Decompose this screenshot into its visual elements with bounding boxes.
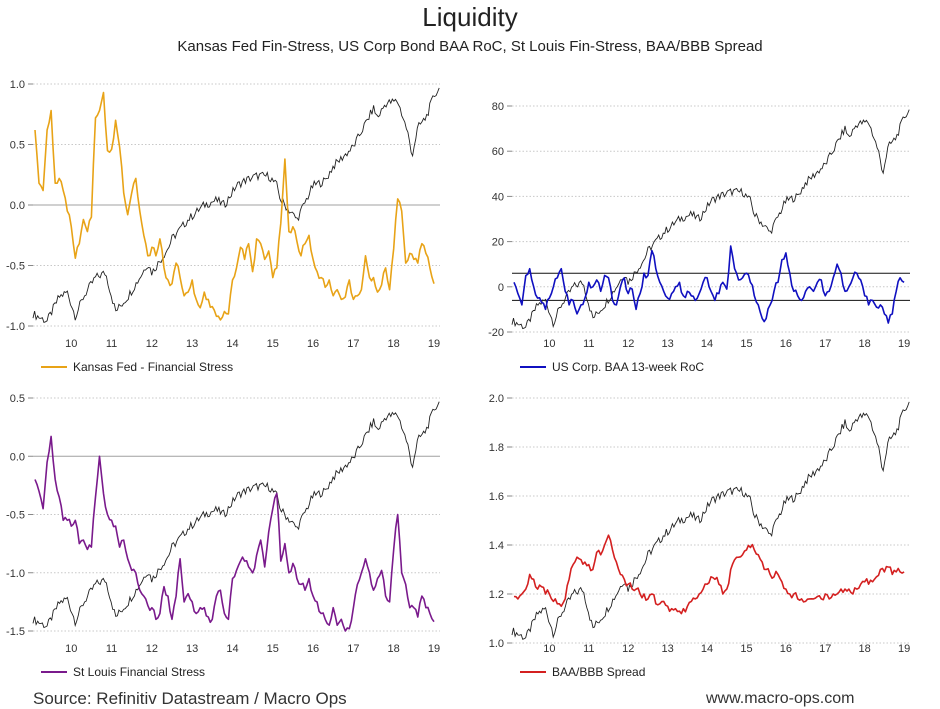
x-tick-label: 15: [740, 643, 752, 655]
legend-label: BAA/BBB Spread: [552, 665, 645, 679]
y-tick-label: 2.0: [489, 393, 504, 405]
x-tick-label: 14: [701, 643, 713, 655]
legend-label: St Louis Financial Stress: [73, 665, 205, 679]
x-tick-label: 11: [583, 643, 594, 655]
x-tick-label: 17: [347, 338, 359, 350]
y-tick-label: 1.0: [10, 79, 25, 91]
series-line-stlouis: [34, 435, 435, 632]
x-tick-label: 13: [662, 338, 674, 350]
y-tick-label: -1.5: [6, 626, 25, 638]
source-note: Source: Refinitiv Datastream / Macro Ops: [33, 689, 347, 708]
y-tick-label: 0.5: [10, 393, 25, 405]
panel-kansas-fed-stress: 1.0 0.5 0.0 -0.5 -1.0 10 11 12 13 14 15 16 17 18 19 Kan…: [6, 79, 440, 374]
x-tick-label: 10: [65, 643, 77, 655]
chart-title: Liquidity: [422, 2, 518, 32]
x-tick-label: 18: [859, 643, 871, 655]
x-tick-label: 17: [347, 643, 359, 655]
y-tick-label: 0.5: [10, 140, 25, 152]
y-tick-label: -1.0: [6, 321, 25, 333]
x-tick-label: 15: [267, 643, 279, 655]
chart-subtitle: Kansas Fed Fin-Stress, US Corp Bond BAA …: [177, 38, 763, 55]
x-tick-label: 16: [780, 338, 792, 350]
x-tick-label: 10: [65, 338, 77, 350]
y-tick-label: 80: [492, 101, 504, 113]
y-tick-label: -0.5: [6, 510, 25, 522]
x-tick-label: 14: [226, 643, 238, 655]
x-tick-label: 12: [622, 338, 634, 350]
y-tick-label: -1.0: [6, 568, 25, 580]
x-tick-label: 12: [146, 338, 158, 350]
x-tick-label: 19: [898, 338, 910, 350]
y-tick-label: 1.4: [489, 540, 504, 552]
y-tick-label: 40: [492, 191, 504, 203]
benchmark-line: [32, 401, 440, 629]
x-tick-label: 12: [622, 643, 634, 655]
series-line-baa_roc: [513, 245, 905, 324]
x-tick-label: 18: [388, 643, 400, 655]
panel-baa-roc: 80 60 40 20 0 -20 10 11 12 13 14 15 16 17 18 19 US Corp.…: [488, 101, 910, 374]
y-tick-label: 0: [498, 282, 504, 294]
y-tick-label: 1.6: [489, 491, 504, 503]
x-tick-label: 12: [146, 643, 158, 655]
x-tick-label: 17: [819, 338, 831, 350]
x-tick-label: 19: [428, 338, 440, 350]
x-tick-label: 11: [106, 643, 117, 655]
x-tick-label: 15: [740, 338, 752, 350]
website-link[interactable]: www.macro-ops.com: [706, 690, 855, 707]
x-tick-label: 19: [898, 643, 910, 655]
legend-label: Kansas Fed - Financial Stress: [73, 360, 233, 374]
series-line-kansas: [34, 91, 435, 321]
x-tick-label: 19: [428, 643, 440, 655]
legend-label: US Corp. BAA 13-week RoC: [552, 360, 704, 374]
benchmark-line: [511, 109, 910, 330]
y-tick-label: 0.0: [10, 451, 25, 463]
x-tick-label: 10: [543, 338, 555, 350]
y-tick-label: 1.2: [489, 589, 504, 601]
benchmark-line: [511, 401, 910, 640]
x-tick-label: 11: [106, 338, 117, 350]
x-tick-label: 11: [583, 338, 594, 350]
panel-baa-bbb-spread: 2.0 1.8 1.6 1.4 1.2 1.0 10 11 12 13 14 15 16 17 18 19 BA…: [489, 393, 911, 679]
x-tick-label: 14: [226, 338, 238, 350]
x-tick-label: 13: [662, 643, 674, 655]
y-tick-label: 1.0: [489, 638, 504, 650]
y-tick-label: -0.5: [6, 261, 25, 273]
x-tick-label: 15: [267, 338, 279, 350]
benchmark-line: [32, 87, 440, 323]
series-line-spread: [513, 534, 905, 615]
y-tick-label: 1.8: [489, 442, 504, 454]
y-tick-label: 60: [492, 146, 504, 158]
y-tick-label: -20: [488, 327, 504, 339]
y-tick-label: 0.0: [10, 200, 25, 212]
x-tick-label: 13: [186, 338, 198, 350]
x-tick-label: 16: [307, 338, 319, 350]
x-tick-label: 16: [780, 643, 792, 655]
y-tick-label: 20: [492, 237, 504, 249]
x-tick-label: 18: [859, 338, 871, 350]
panel-stlouis-stress: 0.5 0.0 -0.5 -1.0 -1.5 10 11 12 13 14 15 16 17 18 19 St…: [6, 393, 440, 679]
x-tick-label: 16: [307, 643, 319, 655]
x-tick-label: 14: [701, 338, 713, 350]
x-tick-label: 13: [186, 643, 198, 655]
x-tick-label: 18: [388, 338, 400, 350]
x-tick-label: 17: [819, 643, 831, 655]
x-tick-label: 10: [543, 643, 555, 655]
